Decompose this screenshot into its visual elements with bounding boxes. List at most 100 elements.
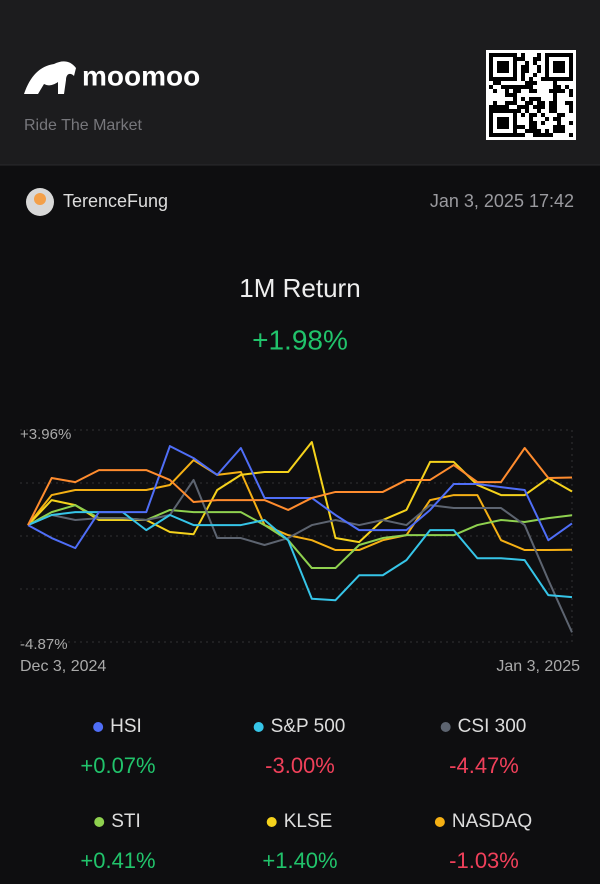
series-line: [27, 478, 573, 633]
qr-module: [561, 129, 565, 133]
qr-module: [489, 73, 493, 77]
qr-module: [501, 109, 505, 113]
qr-module: [489, 69, 493, 73]
qr-module: [505, 117, 509, 121]
qr-module: [521, 53, 525, 57]
qr-module: [565, 53, 569, 57]
qr-module: [489, 125, 493, 129]
qr-module: [537, 69, 541, 73]
qr-module: [513, 129, 517, 133]
qr-module: [501, 77, 505, 81]
qr-module: [501, 85, 505, 89]
qr-module: [497, 121, 501, 125]
qr-module: [497, 109, 501, 113]
qr-module: [561, 69, 565, 73]
qr-module: [569, 121, 573, 125]
qr-module: [553, 93, 557, 97]
qr-module: [529, 117, 533, 121]
qr-module: [497, 117, 501, 121]
qr-module: [549, 77, 553, 81]
qr-module: [505, 109, 509, 113]
qr-module: [545, 65, 549, 69]
qr-module: [501, 61, 505, 65]
qr-module: [513, 53, 517, 57]
qr-module: [537, 129, 541, 133]
qr-module: [509, 53, 513, 57]
qr-module: [513, 89, 517, 93]
qr-module: [489, 121, 493, 125]
qr-module: [505, 121, 509, 125]
legend-swatch: [94, 817, 105, 827]
qr-module: [537, 53, 541, 57]
qr-module: [529, 113, 533, 117]
qr-module: [509, 77, 513, 81]
qr-module: [569, 133, 573, 137]
qr-module: [557, 77, 561, 81]
qr-module: [557, 53, 561, 57]
qr-module: [553, 53, 557, 57]
qr-module: [529, 97, 533, 101]
qr-module: [521, 125, 525, 129]
qr-module: [545, 133, 549, 137]
qr-module: [489, 117, 493, 121]
qr-module: [541, 105, 545, 109]
qr-module: [525, 101, 529, 105]
qr-module: [529, 125, 533, 129]
legend-label: S&P 500: [271, 716, 346, 737]
qr-module: [529, 89, 533, 93]
qr-module: [509, 85, 513, 89]
qr-module: [533, 121, 537, 125]
qr-module: [501, 53, 505, 57]
qr-module: [505, 125, 509, 129]
legend-return: -4.47%: [449, 753, 519, 778]
series-line: [27, 447, 573, 526]
user-name: TerenceFung: [63, 191, 168, 211]
legend-return: -1.03%: [449, 848, 519, 873]
qr-module: [497, 77, 501, 81]
qr-module: [561, 113, 565, 117]
qr-module: [513, 73, 517, 77]
qr-module: [541, 113, 545, 117]
qr-module: [525, 109, 529, 113]
qr-module: [513, 69, 517, 73]
qr-module: [493, 101, 497, 105]
qr-module: [505, 85, 509, 89]
qr-module: [553, 109, 557, 113]
qr-module: [509, 93, 513, 97]
qr-module: [521, 105, 525, 109]
qr-module: [569, 69, 573, 73]
qr-module: [537, 57, 541, 61]
legend-label: HSI: [110, 716, 142, 737]
qr-module: [501, 105, 505, 109]
qr-module: [497, 69, 501, 73]
legend-label: CSI 300: [458, 716, 527, 737]
series-line: [27, 441, 573, 544]
avatar-face: [34, 193, 46, 205]
qr-module: [493, 53, 497, 57]
qr-module: [529, 121, 533, 125]
qr-module: [509, 133, 513, 137]
legend-return: +1.40%: [262, 848, 337, 873]
qr-module: [489, 57, 493, 61]
qr-module: [489, 61, 493, 65]
qr-module: [489, 105, 493, 109]
qr-module: [521, 69, 525, 73]
qr-module: [545, 69, 549, 73]
qr-module: [513, 117, 517, 121]
qr-module: [545, 73, 549, 77]
qr-module: [517, 89, 521, 93]
legend-swatch: [434, 817, 445, 827]
legend-label: KLSE: [284, 811, 333, 832]
qr-module: [557, 113, 561, 117]
qr-module: [525, 61, 529, 65]
qr-module: [537, 133, 541, 137]
legend-swatch: [440, 722, 451, 732]
qr-module: [493, 81, 497, 85]
qr-module: [569, 65, 573, 69]
qr-module: [529, 81, 533, 85]
qr-module: [553, 77, 557, 81]
qr-module: [569, 57, 573, 61]
qr-module: [493, 77, 497, 81]
qr-module: [509, 101, 513, 105]
